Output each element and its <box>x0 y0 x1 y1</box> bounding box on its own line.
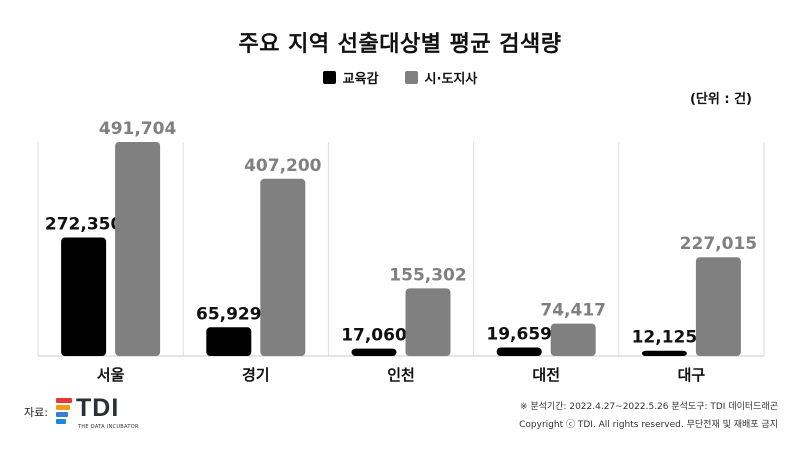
logo-stripe <box>56 412 68 417</box>
logo-text: TDI <box>76 394 120 422</box>
bar-education <box>61 237 107 356</box>
unit-label: (단위 : 건) <box>689 92 752 107</box>
logo-subtext: THE DATA INCUBATOR <box>78 424 139 430</box>
logo-stripe <box>56 398 72 403</box>
bar-governor <box>260 178 306 356</box>
legend-swatch-education <box>322 71 336 84</box>
tdi-logo: TDI THE DATA INCUBATOR <box>56 394 146 434</box>
category-label: 대전 <box>532 366 560 384</box>
category-label: 서울 <box>97 366 125 384</box>
data-label: 17,060 <box>341 326 407 346</box>
bar-education <box>351 348 397 356</box>
data-label: 12,125 <box>632 328 698 348</box>
bar-governor <box>550 323 596 356</box>
data-label: 491,704 <box>99 119 177 139</box>
bar-governor <box>695 257 741 356</box>
category-label: 경기 <box>242 366 270 384</box>
logo-mark <box>56 398 72 426</box>
data-label: 272,350 <box>45 214 123 234</box>
data-label: 74,417 <box>540 301 606 321</box>
bar-governor <box>115 142 161 356</box>
data-label: 227,015 <box>680 234 757 254</box>
footnote-copyright: Copyright ⓒ TDI. All rights reserved. 무단… <box>519 420 778 430</box>
bar-education <box>641 350 687 356</box>
logo-stripe <box>56 405 70 410</box>
legend-label-governor: 시·도지사 <box>424 72 478 87</box>
logo-stripe <box>56 419 66 424</box>
category-label: 인천 <box>387 366 415 384</box>
data-label: 65,929 <box>196 304 262 324</box>
footnote-period: ※ 분석기간: 2022.4.27~2022.5.26 분석도구: TDI 데이… <box>519 402 778 412</box>
data-label: 407,200 <box>244 156 322 176</box>
chart-title: 주요 지역 선출대상별 평균 검색량 <box>238 32 562 57</box>
legend-label-education: 교육감 <box>342 72 379 87</box>
legend-swatch-governor <box>404 71 418 84</box>
bar-education <box>496 347 542 356</box>
bar-education <box>206 327 252 356</box>
bar-governor <box>405 288 451 356</box>
category-label: 대구 <box>678 366 706 384</box>
legend-item-education: 교육감 <box>322 68 379 87</box>
data-label: 155,302 <box>389 265 466 285</box>
legend-item-governor: 시·도지사 <box>404 68 478 87</box>
data-label: 19,659 <box>486 324 552 344</box>
footnote: ※ 분석기간: 2022.4.27~2022.5.26 분석도구: TDI 데이… <box>519 398 778 434</box>
source-label: 자료: <box>24 406 48 419</box>
legend: 교육감 시·도지사 <box>0 68 800 87</box>
